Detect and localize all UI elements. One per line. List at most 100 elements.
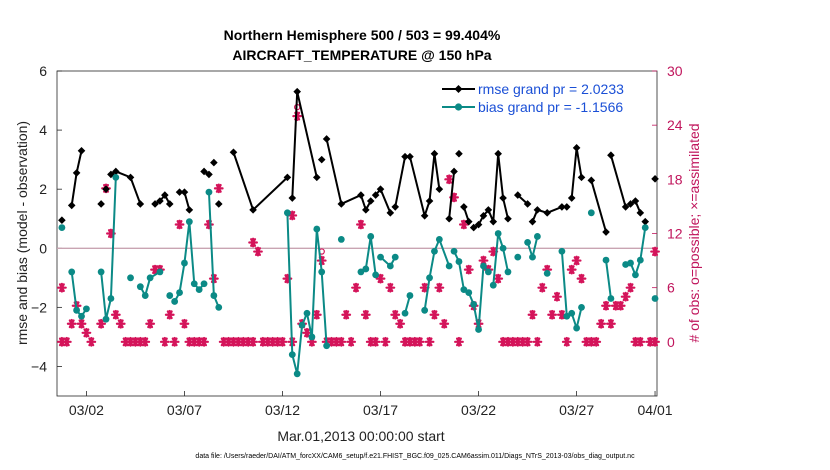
obs-assimilated-marker [57,282,67,293]
data-point [362,265,370,273]
data-point [543,209,551,217]
data-point [450,247,458,255]
data-point [484,206,493,214]
data-point [161,191,169,199]
legend-bias-label: bias grand pr = -1.1566 [478,99,623,115]
obs-assimilated-marker [650,246,660,257]
data-point [322,135,331,143]
x-tick-label: 03/27 [559,402,594,418]
data-point [514,253,522,261]
y-axis-label: rmse and bias (model - observation) [14,121,30,345]
series-rmse [58,87,659,236]
obs-assimilated-marker [444,174,455,185]
x-tick-label: 03/22 [461,402,496,418]
series-bias [58,173,659,378]
obs-assimilated-marker [409,336,420,347]
series-line-segment [110,170,142,205]
y-tick-label: −2 [31,299,47,315]
obs-assimilated-marker [233,336,244,347]
legend-rmse-label: rmse grand pr = 2.0233 [478,81,624,97]
data-point [474,220,483,229]
data-point [406,152,414,161]
obs-assimilated-marker [522,336,533,347]
series-line-segment [394,156,407,208]
data-point [200,280,208,288]
obs-assimilated-marker [532,336,543,347]
y-axis-right: 0 6 12 18 24 30 [652,63,683,350]
data-point [190,280,198,288]
data-point [112,167,120,176]
data-point [470,301,478,308]
obs-assimilated-marker [395,318,406,329]
data-point [171,298,179,305]
obs-assimilated-marker [140,336,151,347]
data-point [480,262,487,270]
data-point [313,173,321,182]
y-tick-label: 2 [39,181,47,197]
obs-assimilated-marker [414,336,425,347]
data-point [386,209,395,217]
data-point [391,253,399,261]
data-point [77,146,86,155]
data-point [484,268,492,276]
obs-assimilated-marker [601,300,611,311]
data-point [632,271,639,279]
series-line-segment [492,232,509,286]
obs-assimilated-marker [76,318,87,329]
obs-assimilated-marker [561,336,572,347]
data-point [185,206,194,214]
y2-tick-label: 30 [667,63,683,79]
obs-assimilated-marker [341,309,352,320]
obs-assimilated-marker [439,318,450,329]
data-point [504,268,512,276]
series-line-segment [100,177,117,321]
data-point [72,169,81,177]
data-point [136,283,144,291]
data-point [165,200,174,208]
data-point [107,295,115,302]
data-point [573,324,581,332]
x-axis-label: Mar.01,2013 00:00:00 start [277,428,444,444]
data-point [651,175,659,183]
obs-assimilated-marker [179,318,190,329]
x-tick-label: 03/12 [265,402,300,418]
data-point [102,185,110,193]
data-point [567,194,576,202]
data-point [543,269,551,277]
data-point [523,200,532,208]
obs-assimilated-marker [257,336,268,347]
data-point [249,206,257,214]
data-point [479,211,488,220]
obs-assimilated-marker [419,282,430,293]
data-point [568,309,576,317]
data-point [337,236,345,243]
obs-assimilated-marker [145,318,156,329]
obs-assimilated-marker [311,309,322,320]
x-tick-label: 04/01 [638,402,673,418]
data-point [97,268,105,276]
y2-tick-label: 6 [667,280,675,296]
data-point [572,144,581,152]
series-line-segment [590,180,607,233]
data-point [298,321,306,329]
obs-assimilated-marker [331,336,342,347]
legend-rmse-marker [454,85,463,93]
data-point [377,253,384,261]
obs-assimilated-marker [625,282,636,293]
obs-assimilated-marker [375,273,386,284]
data-point [602,228,610,236]
obs-assimilated-marker [302,327,312,338]
data-point [489,281,497,289]
data-point [357,191,365,199]
series-line-segment [154,194,171,205]
y2-tick-label: 24 [667,117,683,133]
data-point [499,244,507,252]
series-layer [58,87,659,378]
plot-area [56,70,658,397]
obs-assimilated-marker [566,264,577,275]
data-point [631,197,640,205]
data-point [587,209,595,217]
data-point [58,224,66,231]
data-point [141,292,149,299]
